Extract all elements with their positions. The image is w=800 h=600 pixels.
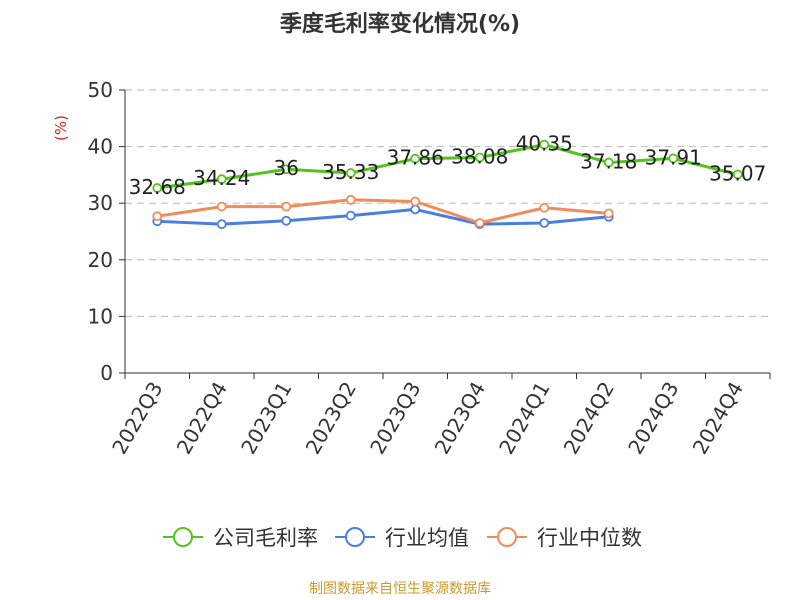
data-point bbox=[345, 194, 356, 205]
data-point bbox=[410, 204, 421, 215]
y-tick-label: 40 bbox=[88, 135, 113, 159]
data-point bbox=[152, 211, 163, 222]
data-point bbox=[152, 183, 163, 193]
data-label: 32.68 bbox=[129, 175, 186, 199]
data-label: 35.33 bbox=[322, 160, 379, 184]
data-point bbox=[410, 153, 421, 164]
legend-item: 公司毛利率 bbox=[163, 526, 318, 550]
x-tick-label: 2022Q3 bbox=[107, 378, 167, 459]
data-point bbox=[345, 210, 356, 221]
data-point bbox=[410, 196, 421, 207]
data-point bbox=[474, 218, 485, 228]
data-point bbox=[281, 215, 292, 226]
data-label: 36 bbox=[274, 156, 299, 180]
data-point bbox=[216, 174, 227, 185]
chart-title: 季度毛利率变化情况(%) bbox=[279, 12, 521, 37]
data-point bbox=[281, 201, 292, 212]
data-point bbox=[603, 157, 614, 168]
series-line bbox=[157, 143, 739, 190]
legend-marker bbox=[345, 527, 365, 547]
data-label: 35.07 bbox=[709, 162, 766, 186]
data-point bbox=[281, 164, 292, 175]
x-tick-label: 2022Q4 bbox=[172, 378, 232, 459]
data-labels: 32.68 34.24 36 35.33 37.86 38.08 40.35 37.18 37.… bbox=[129, 132, 767, 199]
legend-label: 行业中位数 bbox=[537, 526, 642, 550]
data-point bbox=[668, 153, 679, 164]
series-lines bbox=[152, 139, 743, 230]
y-tick-label: 10 bbox=[88, 304, 113, 328]
data-point bbox=[732, 169, 743, 180]
legend-item: 行业均值 bbox=[335, 526, 469, 550]
legend-marker bbox=[173, 527, 193, 547]
y-tick-label: 50 bbox=[88, 78, 113, 102]
x-tick-label: 2024Q2 bbox=[559, 378, 619, 459]
data-point bbox=[345, 168, 356, 178]
source-footer: 制图数据来自恒生聚源数据库 bbox=[309, 581, 491, 597]
data-label: 38.08 bbox=[451, 144, 508, 168]
data-point bbox=[603, 208, 614, 219]
y-tick-label: 20 bbox=[88, 248, 113, 272]
legend-label: 行业均值 bbox=[385, 526, 469, 550]
x-tick-label: 2023Q4 bbox=[430, 378, 490, 459]
series-line bbox=[157, 207, 609, 226]
data-label: 37.91 bbox=[645, 145, 702, 169]
legend-marker bbox=[497, 527, 517, 547]
data-point bbox=[539, 202, 550, 213]
x-tick-label: 2023Q2 bbox=[301, 378, 361, 459]
y-tick-label: 30 bbox=[88, 191, 113, 215]
data-point bbox=[216, 201, 227, 212]
legend-label: 公司毛利率 bbox=[213, 526, 318, 550]
x-tick-label: 2024Q4 bbox=[688, 378, 748, 459]
legend-item: 行业中位数 bbox=[487, 526, 642, 550]
data-label: 40.35 bbox=[516, 132, 573, 156]
data-point bbox=[216, 219, 227, 230]
series-line bbox=[157, 198, 609, 225]
x-tick-label: 2023Q3 bbox=[365, 378, 425, 459]
data-label: 37.18 bbox=[580, 150, 637, 174]
data-label: 34.24 bbox=[193, 166, 250, 190]
data-point bbox=[539, 218, 550, 228]
data-point bbox=[539, 139, 550, 150]
x-tick-label: 2024Q3 bbox=[623, 378, 683, 459]
y-axis-label: (%) bbox=[52, 115, 70, 141]
x-tick-label: 2024Q1 bbox=[494, 378, 554, 459]
data-label: 37.86 bbox=[387, 146, 444, 170]
y-tick-label: 0 bbox=[100, 361, 113, 385]
legend: 公司毛利率 行业均值 行业中位数 bbox=[163, 526, 642, 550]
data-point bbox=[474, 152, 485, 163]
x-tick-label: 2023Q1 bbox=[236, 378, 296, 459]
